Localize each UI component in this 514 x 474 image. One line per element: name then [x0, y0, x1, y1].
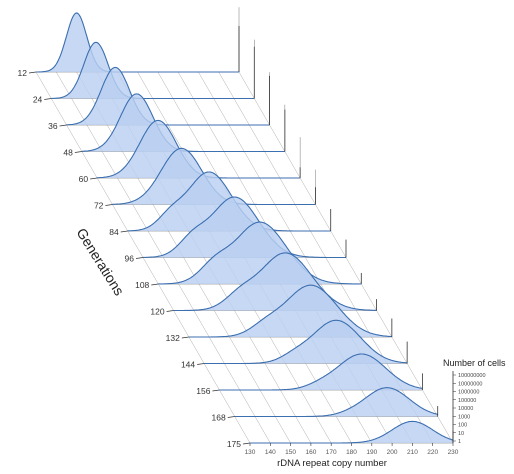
- generation-tick: [166, 310, 174, 312]
- generation-label: 48: [63, 148, 73, 158]
- distribution-curve: [250, 420, 454, 444]
- distribution-fill: [204, 320, 408, 364]
- x-tick-label: 230: [448, 449, 459, 456]
- generation-label: 120: [150, 307, 164, 317]
- y-tick-label: 1000: [458, 414, 470, 420]
- generation-tick: [90, 177, 98, 180]
- distribution-curve: [173, 252, 377, 312]
- generations-axis-title: Generations: [73, 225, 127, 298]
- generation-tick: [197, 363, 205, 365]
- x-tick-label: 150: [285, 449, 296, 456]
- generation-tick: [242, 442, 251, 445]
- generation-tick: [181, 336, 189, 339]
- x-tick-label: 130: [245, 449, 256, 456]
- distribution-fill: [250, 421, 453, 443]
- distribution-fill: [51, 42, 255, 99]
- x-tick-label: 160: [305, 449, 316, 456]
- y-tick-label: 10000000: [458, 381, 482, 387]
- generation-tick: [59, 124, 67, 127]
- distribution-curve: [234, 387, 438, 418]
- x-tick-label: 190: [366, 449, 377, 456]
- y-tick-label: 100000: [458, 398, 476, 404]
- y-tick-label: 10000: [458, 406, 473, 412]
- x-tick-label: 220: [427, 449, 438, 456]
- generation-tick: [28, 71, 37, 74]
- x-axis: 130 140 150 160 170 180 190 200 210 220 230: [245, 443, 459, 456]
- generation-label: 144: [181, 360, 195, 370]
- generation-label: 132: [166, 333, 180, 343]
- distribution-fill: [36, 13, 239, 72]
- x-tick-label: 170: [326, 449, 337, 456]
- generation-label: 156: [196, 386, 210, 396]
- generation-label: 12: [18, 68, 28, 78]
- generation-label: 168: [212, 413, 226, 423]
- generation-labels: 12 24 36 48 60 72 84 96 108 120 132 144 156 168 175: [18, 68, 251, 449]
- generation-label: 24: [33, 95, 43, 105]
- distribution-curve: [219, 353, 423, 391]
- generation-tick: [44, 98, 52, 100]
- y-tick-label: 1: [458, 439, 461, 445]
- generation-label: 96: [125, 254, 135, 264]
- distribution-curve: [143, 196, 346, 259]
- x-axis-title: rDNA repeat copy number: [277, 458, 387, 469]
- generation-tick: [212, 389, 220, 392]
- x-tick-label: 210: [407, 449, 418, 456]
- distribution-curve: [188, 284, 392, 338]
- distribution-fill: [234, 387, 438, 417]
- distribution-curve: [66, 66, 270, 126]
- distribution-fill: [143, 197, 346, 258]
- x-tick-label: 180: [346, 449, 357, 456]
- distribution-fill: [66, 67, 270, 125]
- distribution-curve: [204, 319, 408, 365]
- distribution-fill: [219, 354, 423, 390]
- generation-label: 36: [48, 121, 58, 131]
- generation-label: 84: [109, 227, 119, 237]
- generation-tick: [227, 416, 235, 418]
- distribution-curves: [35, 12, 454, 444]
- distribution-curve: [51, 41, 255, 100]
- y-axis: 100000000 10000000 1000000 100000 10000 1000 1…: [238, 26, 486, 445]
- generation-tick: [74, 151, 82, 153]
- generation-tick: [120, 230, 128, 233]
- x-tick-label: 140: [265, 449, 276, 456]
- generation-tick: [105, 204, 113, 206]
- distribution-fill: [158, 222, 362, 284]
- y-tick-label: 1000000: [458, 390, 479, 396]
- distribution-curve: [158, 221, 362, 285]
- y-axis-title: Number of cells: [443, 358, 506, 368]
- distribution-curve: [127, 171, 331, 232]
- generation-tick: [151, 283, 159, 286]
- y-tick-label: 100: [458, 423, 467, 429]
- distribution-fill: [97, 120, 301, 178]
- y-tick-label: 100000000: [458, 373, 486, 379]
- generation-label: 60: [79, 174, 89, 184]
- generation-label: 72: [94, 201, 104, 211]
- generation-label: 108: [135, 280, 149, 290]
- distribution-fill: [81, 93, 285, 152]
- y-tick-label: 10: [458, 431, 464, 437]
- generation-label: 175: [227, 439, 241, 449]
- distribution-fill: [112, 148, 316, 205]
- generation-tick: [135, 257, 144, 259]
- distribution-curve: [36, 12, 239, 73]
- x-tick-label: 200: [387, 449, 398, 456]
